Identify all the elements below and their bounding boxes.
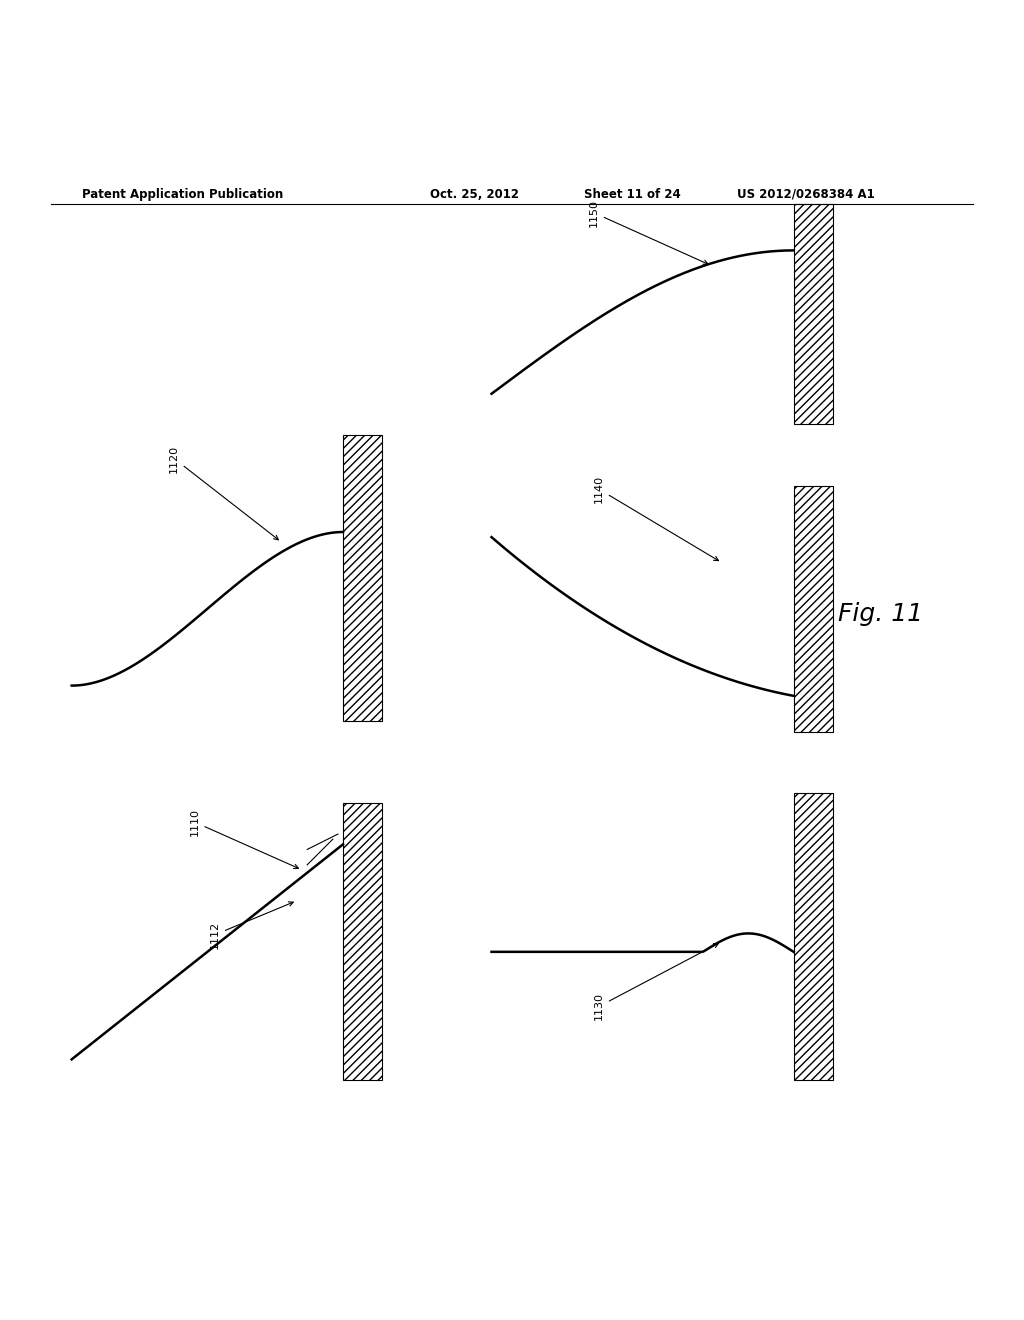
Text: US 2012/0268384 A1: US 2012/0268384 A1 [737,187,876,201]
Bar [794,793,833,1080]
Text: 1150: 1150 [589,199,708,264]
Text: Oct. 25, 2012: Oct. 25, 2012 [430,187,519,201]
Text: 1112: 1112 [210,902,293,949]
Text: Fig. 11: Fig. 11 [838,602,924,626]
Text: 1130: 1130 [594,944,719,1020]
Text: Patent Application Publication: Patent Application Publication [82,187,284,201]
Bar [343,804,382,1080]
Bar [794,486,833,731]
Text: Sheet 11 of 24: Sheet 11 of 24 [584,187,680,201]
Text: 1140: 1140 [594,475,719,561]
Bar [343,434,382,722]
Text: 1110: 1110 [189,808,298,869]
Text: 1120: 1120 [169,445,279,540]
Bar [794,205,833,425]
